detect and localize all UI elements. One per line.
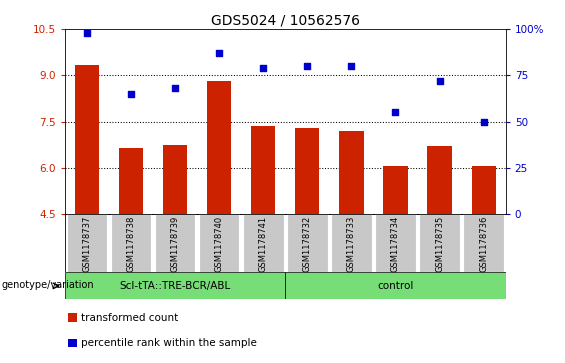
Point — [303, 63, 312, 69]
Bar — [68, 313, 77, 322]
Bar — [295, 128, 319, 214]
Bar — [285, 272, 506, 299]
Point — [347, 63, 356, 69]
Point — [391, 110, 400, 115]
Text: genotype/variation: genotype/variation — [1, 280, 94, 290]
Bar — [67, 214, 107, 272]
Text: transformed count: transformed count — [81, 313, 178, 323]
Bar — [472, 166, 496, 214]
Bar — [111, 214, 151, 272]
Text: GSM1178741: GSM1178741 — [259, 216, 268, 272]
Point — [259, 65, 268, 71]
Bar — [68, 339, 77, 347]
Text: GSM1178733: GSM1178733 — [347, 216, 356, 272]
Point — [171, 85, 180, 91]
Bar — [155, 214, 195, 272]
Point — [82, 30, 92, 36]
Point — [127, 91, 136, 97]
Point — [215, 50, 224, 56]
Bar — [251, 126, 275, 214]
Text: GSM1178736: GSM1178736 — [479, 216, 488, 272]
Title: GDS5024 / 10562576: GDS5024 / 10562576 — [211, 14, 360, 28]
Bar — [331, 214, 372, 272]
Bar — [243, 214, 284, 272]
Bar — [463, 214, 504, 272]
Bar — [287, 214, 328, 272]
Bar — [340, 131, 363, 214]
Bar — [199, 214, 240, 272]
Bar — [207, 82, 231, 214]
Point — [435, 78, 444, 84]
Text: GSM1178734: GSM1178734 — [391, 216, 400, 272]
Bar — [65, 272, 285, 299]
Text: percentile rank within the sample: percentile rank within the sample — [81, 338, 257, 348]
Bar — [163, 145, 187, 214]
Text: control: control — [377, 281, 414, 291]
Text: GSM1178737: GSM1178737 — [82, 216, 92, 272]
Text: GSM1178739: GSM1178739 — [171, 216, 180, 272]
Text: GSM1178732: GSM1178732 — [303, 216, 312, 272]
Bar — [428, 146, 451, 214]
Point — [479, 119, 488, 125]
Bar — [375, 214, 416, 272]
Bar — [419, 214, 460, 272]
Text: GSM1178735: GSM1178735 — [435, 216, 444, 272]
Bar — [119, 148, 143, 214]
Text: GSM1178738: GSM1178738 — [127, 216, 136, 272]
Bar — [384, 166, 407, 214]
Bar — [75, 65, 99, 214]
Text: Scl-tTA::TRE-BCR/ABL: Scl-tTA::TRE-BCR/ABL — [120, 281, 231, 291]
Text: GSM1178740: GSM1178740 — [215, 216, 224, 272]
